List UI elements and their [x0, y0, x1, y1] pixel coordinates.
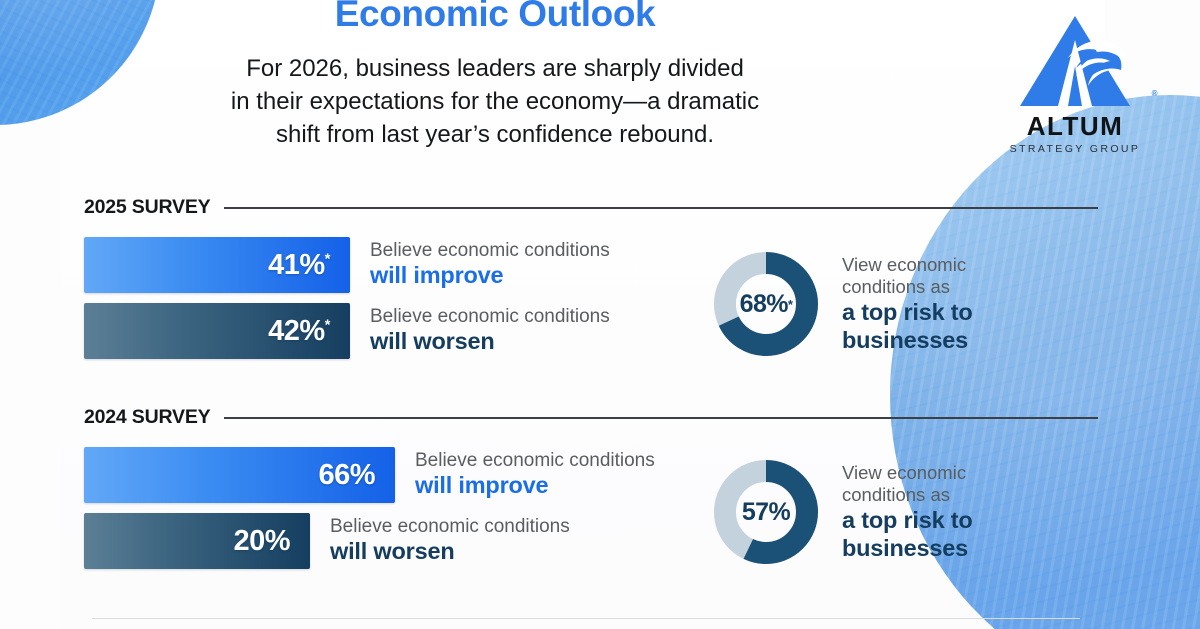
- bar-label-strong: will improve: [370, 262, 504, 289]
- logo-tagline: STRATEGY GROUP: [1009, 143, 1141, 155]
- section-title-2024: 2024 SURVEY: [84, 406, 211, 428]
- subtitle-line-3: shift from last year’s confidence reboun…: [275, 121, 714, 149]
- donut-label-2025: View economic conditions as a top risk t…: [842, 254, 973, 355]
- bar-2024-worsen: 20%: [84, 513, 310, 569]
- bar-value-2025-improve: 41%*: [268, 249, 350, 282]
- section-divider-2025: [224, 206, 1098, 209]
- bar-label-top: Believe economic conditions: [370, 306, 610, 328]
- donut-label-2024: View economic conditions as a top risk t…: [842, 462, 973, 563]
- donut-value-2024: 57%: [712, 458, 820, 566]
- section-survey-2025: 2025 SURVEY 41%* Believe economic condit…: [84, 196, 1130, 359]
- section-survey-2024: 2024 SURVEY 66% Believe economic conditi…: [84, 406, 1130, 569]
- donut-block-2025: 68% * View economic conditions as a top r…: [712, 250, 973, 358]
- footnote-marker: *: [324, 249, 331, 267]
- donut-label-strong-1: a top risk to: [842, 507, 973, 533]
- bar-value-2024-improve: 66%: [318, 459, 395, 492]
- donut-label-top-2: conditions as: [842, 483, 950, 505]
- bar-label-strong: will worsen: [330, 538, 455, 565]
- donut-label-strong-2: businesses: [842, 327, 969, 354]
- donut-value-text: 57%: [741, 497, 791, 526]
- bar-label-2024-worsen: Believe economic conditions will worsen: [330, 516, 570, 565]
- donut-label-strong-2: businesses: [842, 535, 969, 562]
- bar-label-2025-worsen: Believe economic conditions will worsen: [370, 306, 610, 355]
- bar-2025-improve: 41%*: [84, 237, 350, 293]
- bar-2024-improve: 66%: [84, 447, 395, 503]
- subtitle-line-2: in their expectations for the economy—a …: [230, 88, 760, 116]
- bar-value-text: 66%: [318, 458, 375, 491]
- donut-chart-2024: 57%: [712, 458, 820, 566]
- section-title-2025: 2025 SURVEY: [84, 196, 211, 218]
- bar-list-2025: 41%* Believe economic conditions will im…: [84, 237, 1130, 359]
- bar-label-top: Believe economic conditions: [370, 240, 610, 262]
- footnote-marker: *: [324, 315, 331, 333]
- altum-triangle-swoosh-icon: [1020, 16, 1130, 106]
- logo-name: ALTUM: [1026, 111, 1124, 141]
- bar-row-2024-worsen: 20% Believe economic conditions will wor…: [84, 513, 1130, 569]
- donut-value-2025: 68% *: [712, 250, 820, 358]
- section-divider-2024: [224, 416, 1098, 419]
- bar-value-text: 42%: [268, 314, 325, 347]
- bar-2025-worsen: 42%*: [84, 303, 350, 359]
- subtitle-line-1: For 2026, business leaders are sharply d…: [246, 55, 744, 82]
- donut-chart-2025: 68% *: [712, 250, 820, 358]
- bar-label-top: Believe economic conditions: [330, 516, 570, 538]
- bar-label-strong: will worsen: [370, 328, 495, 355]
- registered-trademark-icon: ®: [1151, 89, 1159, 98]
- bar-row-2025-improve: 41%* Believe economic conditions will im…: [84, 237, 1130, 293]
- footer-divider: [92, 617, 1080, 619]
- bar-label-top: Believe economic conditions: [415, 450, 655, 472]
- bar-value-text: 20%: [233, 524, 290, 557]
- donut-label-strong-1: a top risk to: [842, 299, 973, 325]
- altum-logo: ALTUM ® STRATEGY GROUP: [1000, 14, 1158, 155]
- donut-block-2024: 57% View economic conditions as a top ri…: [712, 458, 973, 566]
- bar-value-2025-worsen: 42%*: [268, 315, 350, 348]
- bar-label-2025-improve: Believe economic conditions will improve: [370, 240, 610, 289]
- footnote-marker: *: [787, 296, 793, 312]
- bar-row-2024-improve: 66% Believe economic conditions will imp…: [84, 447, 1130, 503]
- logo-wordmark: ALTUM ®: [1000, 89, 1158, 142]
- bar-label-2024-improve: Believe economic conditions will improve: [415, 450, 655, 499]
- bar-label-strong: will improve: [415, 472, 549, 499]
- bar-value-text: 41%: [268, 248, 325, 281]
- donut-label-top-1: View economic: [842, 253, 967, 275]
- bar-list-2024: 66% Believe economic conditions will imp…: [84, 447, 1130, 569]
- section-header-2025: 2025 SURVEY: [84, 196, 1130, 219]
- bar-row-2025-worsen: 42%* Believe economic conditions will wo…: [84, 303, 1130, 359]
- donut-value-text: 68%: [739, 289, 789, 318]
- donut-label-top-1: View economic: [842, 461, 967, 483]
- bar-value-2024-worsen: 20%: [233, 525, 310, 558]
- donut-label-top-2: conditions as: [842, 275, 950, 297]
- section-header-2024: 2024 SURVEY: [84, 406, 1130, 429]
